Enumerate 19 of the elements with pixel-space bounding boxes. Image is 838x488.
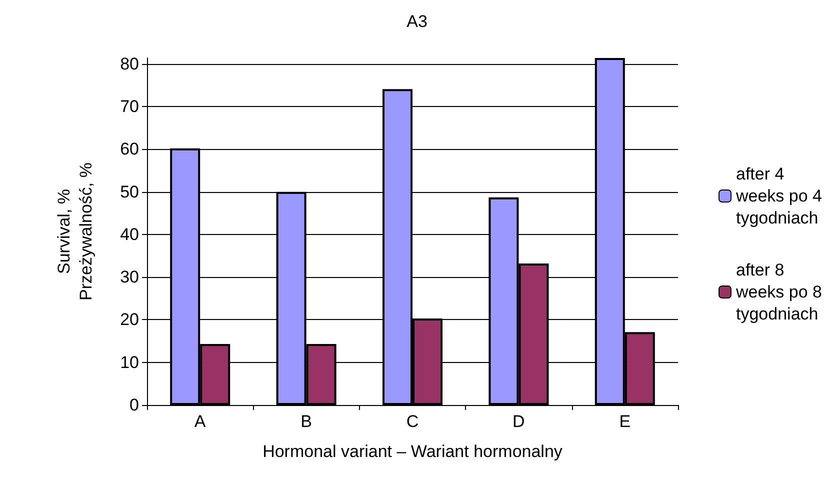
y-tick-label: 10 (120, 352, 139, 372)
x-tick-label: B (300, 412, 312, 431)
y-tick-label: 50 (120, 182, 139, 202)
chart-title: A3 (406, 12, 428, 31)
y-tick-label: 20 (120, 310, 139, 330)
y-tick-label: 70 (120, 97, 139, 116)
y-axis-title: Survival, % Przeżywalność, % (54, 162, 96, 300)
legend-label: after 8 weeks po 8 tygodniach (735, 260, 827, 324)
y-tick-label: 30 (120, 268, 139, 287)
y-tick-label: 0 (130, 396, 139, 414)
x-axis-title: Hormonal variant – Wariant hormonalny (262, 442, 563, 461)
y-tick-label: 60 (120, 140, 139, 159)
x-tick-label: A (194, 412, 206, 431)
y-tick-label: 40 (120, 224, 139, 244)
x-tick-label: C (406, 412, 419, 431)
x-tick-label: D (512, 412, 525, 431)
legend-label: after 4 weeks po 4 tygodniach (735, 164, 827, 228)
y-tick-label: 80 (120, 54, 139, 74)
x-tick-label: E (619, 412, 631, 431)
